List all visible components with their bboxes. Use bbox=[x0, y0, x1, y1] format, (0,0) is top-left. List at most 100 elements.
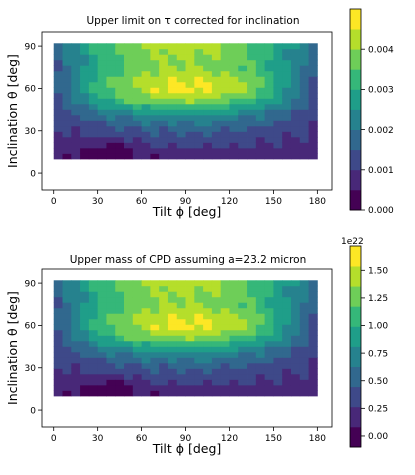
heatmap-cell bbox=[238, 307, 248, 314]
heatmap-cell bbox=[88, 285, 99, 292]
heatmap-cell bbox=[115, 318, 125, 325]
heatmap-cell bbox=[141, 125, 151, 132]
heatmap-cell bbox=[132, 125, 142, 132]
heatmap-cell bbox=[106, 335, 116, 342]
heatmap-cell bbox=[176, 125, 186, 132]
heatmap-cell bbox=[159, 59, 169, 66]
heatmap-cell bbox=[255, 329, 266, 336]
heatmap-cell bbox=[264, 87, 274, 94]
heatmap-cell bbox=[176, 153, 186, 160]
heatmap-cell bbox=[115, 368, 125, 375]
heatmap-cell bbox=[255, 131, 266, 138]
heatmap-cell bbox=[308, 70, 318, 77]
heatmap-cell bbox=[159, 98, 169, 105]
y-tick-label: 30 bbox=[25, 364, 37, 374]
heatmap-cell bbox=[229, 59, 239, 66]
heatmap-cell bbox=[53, 59, 63, 66]
heatmap-cell bbox=[238, 43, 248, 50]
heatmap-cell bbox=[185, 384, 195, 391]
heatmap-cell bbox=[194, 87, 204, 94]
heatmap-cell bbox=[124, 335, 134, 342]
heatmap-cell bbox=[115, 81, 125, 88]
heatmap-cell bbox=[115, 125, 125, 132]
heatmap-cell bbox=[290, 291, 301, 298]
heatmap-cell bbox=[71, 302, 81, 309]
heatmap-cell bbox=[194, 147, 204, 154]
heatmap-cell bbox=[53, 296, 63, 303]
heatmap-cell bbox=[97, 313, 107, 320]
heatmap-cell bbox=[185, 70, 195, 77]
heatmap-cell bbox=[194, 103, 204, 110]
colorbar-segment bbox=[350, 386, 361, 408]
heatmap-cell bbox=[194, 307, 204, 314]
heatmap-cell bbox=[124, 65, 134, 72]
heatmap-cell bbox=[238, 125, 248, 132]
heatmap-cell bbox=[71, 351, 81, 358]
heatmap-cell bbox=[299, 48, 309, 55]
heatmap-cell bbox=[167, 109, 178, 116]
heatmap-cell bbox=[53, 142, 63, 149]
y-tick-label: 90 bbox=[25, 279, 37, 289]
heatmap-cell bbox=[194, 43, 204, 50]
heatmap-cell bbox=[53, 76, 63, 83]
heatmap-cell bbox=[97, 285, 107, 292]
heatmap-cell bbox=[255, 120, 266, 127]
heatmap-cell bbox=[80, 120, 90, 127]
heatmap-cell bbox=[238, 340, 248, 347]
heatmap-cell bbox=[264, 70, 274, 77]
heatmap-cell bbox=[255, 109, 266, 116]
heatmap-cell bbox=[229, 131, 239, 138]
heatmap-cell bbox=[264, 313, 274, 320]
heatmap-cell bbox=[80, 379, 90, 386]
heatmap-cell bbox=[141, 291, 151, 298]
heatmap-cell bbox=[290, 114, 301, 121]
heatmap-cell bbox=[167, 92, 178, 99]
heatmap-cell bbox=[115, 307, 125, 314]
heatmap-cell bbox=[220, 54, 230, 61]
heatmap-cell bbox=[176, 43, 186, 50]
x-tick-label: 150 bbox=[265, 197, 282, 207]
heatmap-cell bbox=[299, 324, 309, 331]
heatmap-cell bbox=[88, 302, 99, 309]
heatmap-cell bbox=[124, 120, 134, 127]
colorbar-segment bbox=[350, 346, 361, 367]
heatmap-cell bbox=[141, 285, 151, 292]
heatmap-cell bbox=[176, 368, 186, 375]
heatmap-cell bbox=[220, 368, 230, 375]
heatmap-cell bbox=[264, 335, 274, 342]
heatmap-cell bbox=[62, 131, 72, 138]
colorbar-tick-label: 0.000 bbox=[368, 206, 394, 216]
heatmap-cell bbox=[203, 291, 213, 298]
colorbar-segment bbox=[350, 306, 361, 327]
heatmap-cell bbox=[211, 92, 222, 99]
heatmap-cell bbox=[211, 335, 222, 342]
heatmap-cell bbox=[150, 351, 160, 358]
heatmap-cell bbox=[273, 142, 283, 149]
colorbar-tick-label: 1.00 bbox=[368, 322, 388, 332]
heatmap-cell bbox=[299, 43, 309, 50]
heatmap-cell bbox=[247, 120, 257, 127]
heatmap-cell bbox=[203, 103, 213, 110]
heatmap-cell bbox=[282, 103, 292, 110]
heatmap-cell bbox=[176, 296, 186, 303]
heatmap-cell bbox=[71, 43, 81, 50]
heatmap-cell bbox=[264, 120, 274, 127]
heatmap-cell bbox=[255, 340, 266, 347]
heatmap-cell bbox=[124, 379, 134, 386]
heatmap-cell bbox=[150, 65, 160, 72]
heatmap-cell bbox=[255, 324, 266, 331]
heatmap-cell bbox=[238, 357, 248, 364]
heatmap-cell bbox=[273, 307, 283, 314]
heatmap-cell bbox=[124, 147, 134, 154]
heatmap-cell bbox=[62, 76, 72, 83]
heatmap-cell bbox=[141, 351, 151, 358]
heatmap-cell bbox=[167, 340, 178, 347]
heatmap-cell bbox=[203, 98, 213, 105]
heatmap-cell bbox=[290, 43, 301, 50]
heatmap-cell bbox=[282, 65, 292, 72]
heatmap-cell bbox=[88, 390, 99, 397]
heatmap-cell bbox=[229, 147, 239, 154]
heatmap-cell bbox=[159, 390, 169, 397]
heatmap-cell bbox=[194, 98, 204, 105]
heatmap-cell bbox=[88, 147, 99, 154]
